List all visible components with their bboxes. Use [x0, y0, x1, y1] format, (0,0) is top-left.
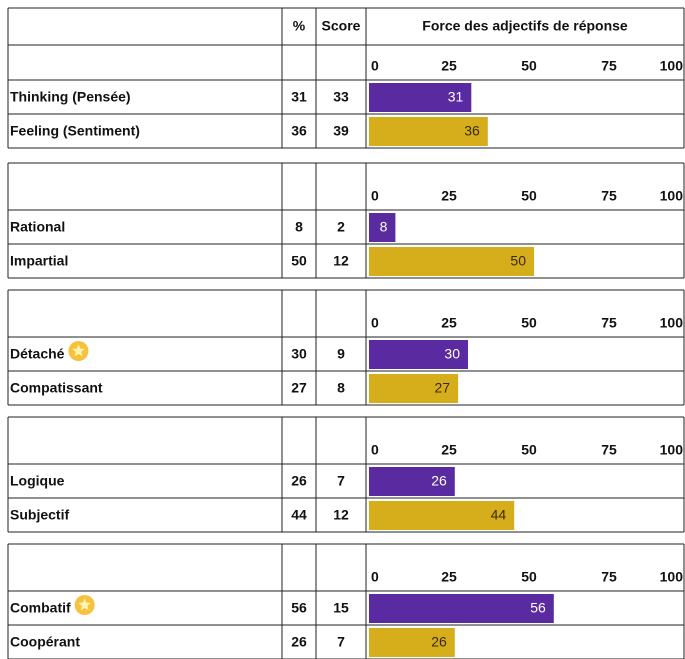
scale-tick-label: 25 — [441, 569, 457, 585]
scale-tick-label: 0 — [371, 188, 379, 204]
pct-header: % — [293, 18, 306, 34]
scale-tick-label: 100 — [660, 58, 684, 74]
scale-tick-label: 0 — [371, 315, 379, 331]
row-label: Combatif — [10, 600, 71, 616]
bar-label: 36 — [464, 123, 480, 139]
bar — [369, 83, 472, 112]
pct-cell: 50 — [291, 253, 307, 269]
row-label: Thinking (Pensée) — [10, 89, 131, 105]
pct-cell: 36 — [291, 123, 307, 139]
bar — [369, 213, 396, 242]
scale-tick-label: 50 — [521, 569, 537, 585]
scale-tick-label: 0 — [371, 442, 379, 458]
pct-cell: 8 — [295, 219, 303, 235]
pct-cell: 26 — [291, 473, 307, 489]
bar-label: 44 — [491, 507, 507, 523]
score-header: Score — [322, 18, 361, 34]
scale-tick-label: 25 — [441, 188, 457, 204]
row-label: Feeling (Sentiment) — [10, 123, 140, 139]
scale-tick-label: 75 — [601, 569, 617, 585]
scale-tick-label: 75 — [601, 58, 617, 74]
row-label: Coopérant — [10, 634, 80, 650]
bar-label: 26 — [431, 473, 447, 489]
scale-tick-label: 50 — [521, 442, 537, 458]
bar — [369, 628, 455, 657]
pct-cell: 26 — [291, 634, 307, 650]
score-cell: 7 — [337, 473, 345, 489]
pct-cell: 44 — [291, 507, 307, 523]
score-cell: 15 — [333, 600, 349, 616]
score-cell: 39 — [333, 123, 349, 139]
bar — [369, 501, 515, 530]
scale-tick-label: 25 — [441, 58, 457, 74]
bar-label: 30 — [444, 346, 460, 362]
bar — [369, 594, 554, 623]
pct-cell: 56 — [291, 600, 307, 616]
row-label: Logique — [10, 473, 65, 489]
bar-label: 27 — [435, 380, 451, 396]
scale-tick-label: 25 — [441, 315, 457, 331]
scale-tick-label: 100 — [660, 569, 684, 585]
score-cell: 7 — [337, 634, 345, 650]
badge-star — [78, 598, 91, 611]
bar — [369, 374, 459, 403]
scale-tick-label: 75 — [601, 315, 617, 331]
scale-tick-label: 25 — [441, 442, 457, 458]
pct-cell: 30 — [291, 346, 307, 362]
scale-tick-label: 100 — [660, 442, 684, 458]
scale-tick-label: 50 — [521, 315, 537, 331]
bar — [369, 467, 455, 496]
scale-tick-label: 50 — [521, 58, 537, 74]
scale-tick-label: 75 — [601, 188, 617, 204]
bar — [369, 117, 488, 146]
scale-tick-label: 50 — [521, 188, 537, 204]
pct-cell: 31 — [291, 89, 307, 105]
bar-label: 26 — [431, 634, 447, 650]
bar — [369, 247, 534, 276]
scale-tick-label: 75 — [601, 442, 617, 458]
scale-tick-label: 0 — [371, 58, 379, 74]
bar-label: 56 — [530, 600, 546, 616]
score-cell: 9 — [337, 346, 345, 362]
row-label: Subjectif — [10, 507, 69, 523]
score-cell: 8 — [337, 380, 345, 396]
score-cell: 33 — [333, 89, 349, 105]
row-label: Rational — [10, 219, 65, 235]
bar-label: 50 — [510, 253, 526, 269]
scale-tick-label: 100 — [660, 315, 684, 331]
bar-label: 31 — [448, 89, 464, 105]
bar — [369, 340, 468, 369]
row-label: Détaché — [10, 346, 65, 362]
score-cell: 12 — [333, 507, 349, 523]
bar-label: 8 — [380, 219, 388, 235]
score-cell: 2 — [337, 219, 345, 235]
badge-star — [72, 344, 85, 357]
row-label: Impartial — [10, 253, 68, 269]
scale-tick-label: 100 — [660, 188, 684, 204]
score-cell: 12 — [333, 253, 349, 269]
scale-tick-label: 0 — [371, 569, 379, 585]
pct-cell: 27 — [291, 380, 307, 396]
scale-title: Force des adjectifs de réponse — [422, 18, 628, 34]
row-label: Compatissant — [10, 380, 103, 396]
